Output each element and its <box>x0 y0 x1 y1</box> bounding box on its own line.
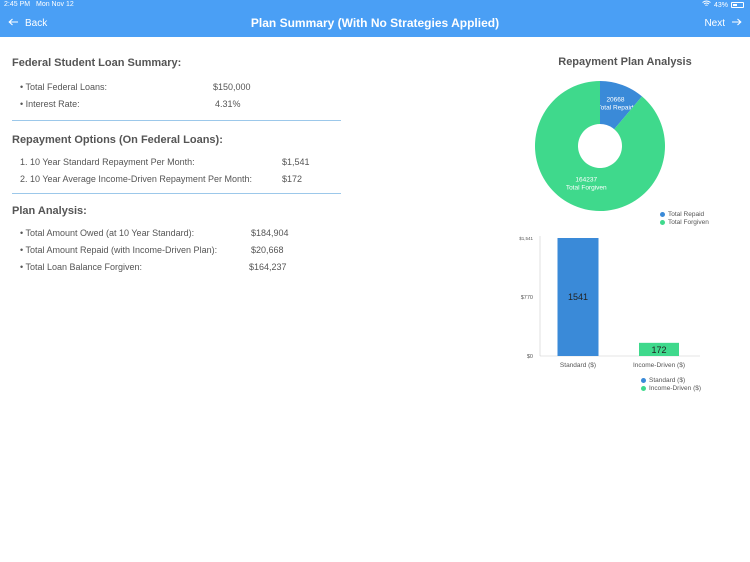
legend-item: Total Forgiven <box>660 218 709 226</box>
analysis-label: • Total Amount Owed (at 10 Year Standard… <box>20 228 195 238</box>
page-title: Plan Summary (With No Strategies Applied… <box>250 16 500 30</box>
legend-label: Income-Driven ($) <box>649 384 702 392</box>
y-tick-label: $1,541 <box>519 236 533 241</box>
bar-legend: Standard ($) Income-Driven ($) <box>641 376 701 392</box>
option-value: $172 <box>282 174 303 184</box>
section-divider <box>12 193 341 194</box>
battery-percent: 43% <box>713 1 728 9</box>
analysis-value: $20,668 <box>251 245 284 255</box>
y-tick-label: $770 <box>521 295 533 301</box>
slice-value-label: 20668 <box>606 97 624 104</box>
legend-swatch <box>660 211 665 217</box>
back-label: Back <box>25 17 48 29</box>
legend-item: Total Repaid <box>660 210 709 218</box>
y-tick-label: $0 <box>527 354 533 360</box>
status-date: Mon Nov 12 <box>36 1 74 8</box>
status-time: 2:45 PM <box>4 1 31 8</box>
next-label: Next <box>704 17 725 29</box>
analysis-value: $164,237 <box>249 262 287 272</box>
legend-item: Standard ($) <box>641 376 701 384</box>
legend-swatch <box>660 219 665 225</box>
status-bar: 2:45 PM Mon Nov 12 43% <box>0 0 750 9</box>
option-value: $1,541 <box>282 157 310 167</box>
bar-chart: $0 $770 $1,541 1541 Standard ($) 172 Income-Dr… <box>519 236 700 369</box>
repayment-options-title: Repayment Options (On Federal Loans): <box>12 134 223 146</box>
legend-swatch <box>641 385 646 391</box>
legend-label: Standard ($) <box>649 376 686 384</box>
plan-analysis-title: Plan Analysis: <box>12 205 87 217</box>
federal-summary-title: Federal Student Loan Summary: <box>12 57 182 69</box>
x-tick-label: Standard ($) <box>560 362 596 369</box>
nav-bar: Back Plan Summary (With No Strategies Ap… <box>0 9 750 37</box>
wifi-icon <box>702 0 711 10</box>
bar <box>639 342 679 356</box>
pie-legend: Total Repaid Total Forgiven <box>660 210 709 226</box>
legend-label: Total Repaid <box>668 210 705 218</box>
next-button[interactable]: Next <box>704 9 742 37</box>
slice-name-label: Total Repaid <box>597 105 634 112</box>
slice-value-label: 164237 <box>575 177 597 184</box>
slice-name-label: Total Forgiven <box>566 185 607 192</box>
chart-title: Repayment Plan Analysis <box>558 56 692 68</box>
option-label: 1. 10 Year Standard Repayment Per Month: <box>20 157 195 167</box>
analysis-label: • Total Amount Repaid (with Income-Drive… <box>20 245 218 255</box>
back-button[interactable]: Back <box>8 9 47 37</box>
section-divider <box>12 120 341 121</box>
legend-swatch <box>641 377 646 383</box>
back-arrow-icon <box>8 18 19 29</box>
summary-label: • Total Federal Loans: <box>20 82 108 92</box>
summary-value: 4.31% <box>215 99 241 109</box>
analysis-label: • Total Loan Balance Forgiven: <box>20 262 143 272</box>
legend-item: Income-Driven ($) <box>641 384 701 392</box>
status-right: 43% <box>702 0 744 10</box>
battery-icon <box>731 2 744 8</box>
summary-label: • Interest Rate: <box>20 99 80 109</box>
option-label: 2. 10 Year Average Income-Driven Repayme… <box>20 174 252 184</box>
next-arrow-icon <box>731 18 742 29</box>
summary-value: $150,000 <box>213 82 251 92</box>
legend-label: Total Forgiven <box>668 218 709 226</box>
x-tick-label: Income-Driven ($) <box>633 362 685 369</box>
pie-slice <box>535 81 665 212</box>
bar-value-label: 1541 <box>568 292 588 302</box>
bar-value-label: 172 <box>651 345 666 355</box>
bar <box>557 238 599 356</box>
pie-slice <box>600 81 642 130</box>
analysis-value: $184,904 <box>251 228 289 238</box>
